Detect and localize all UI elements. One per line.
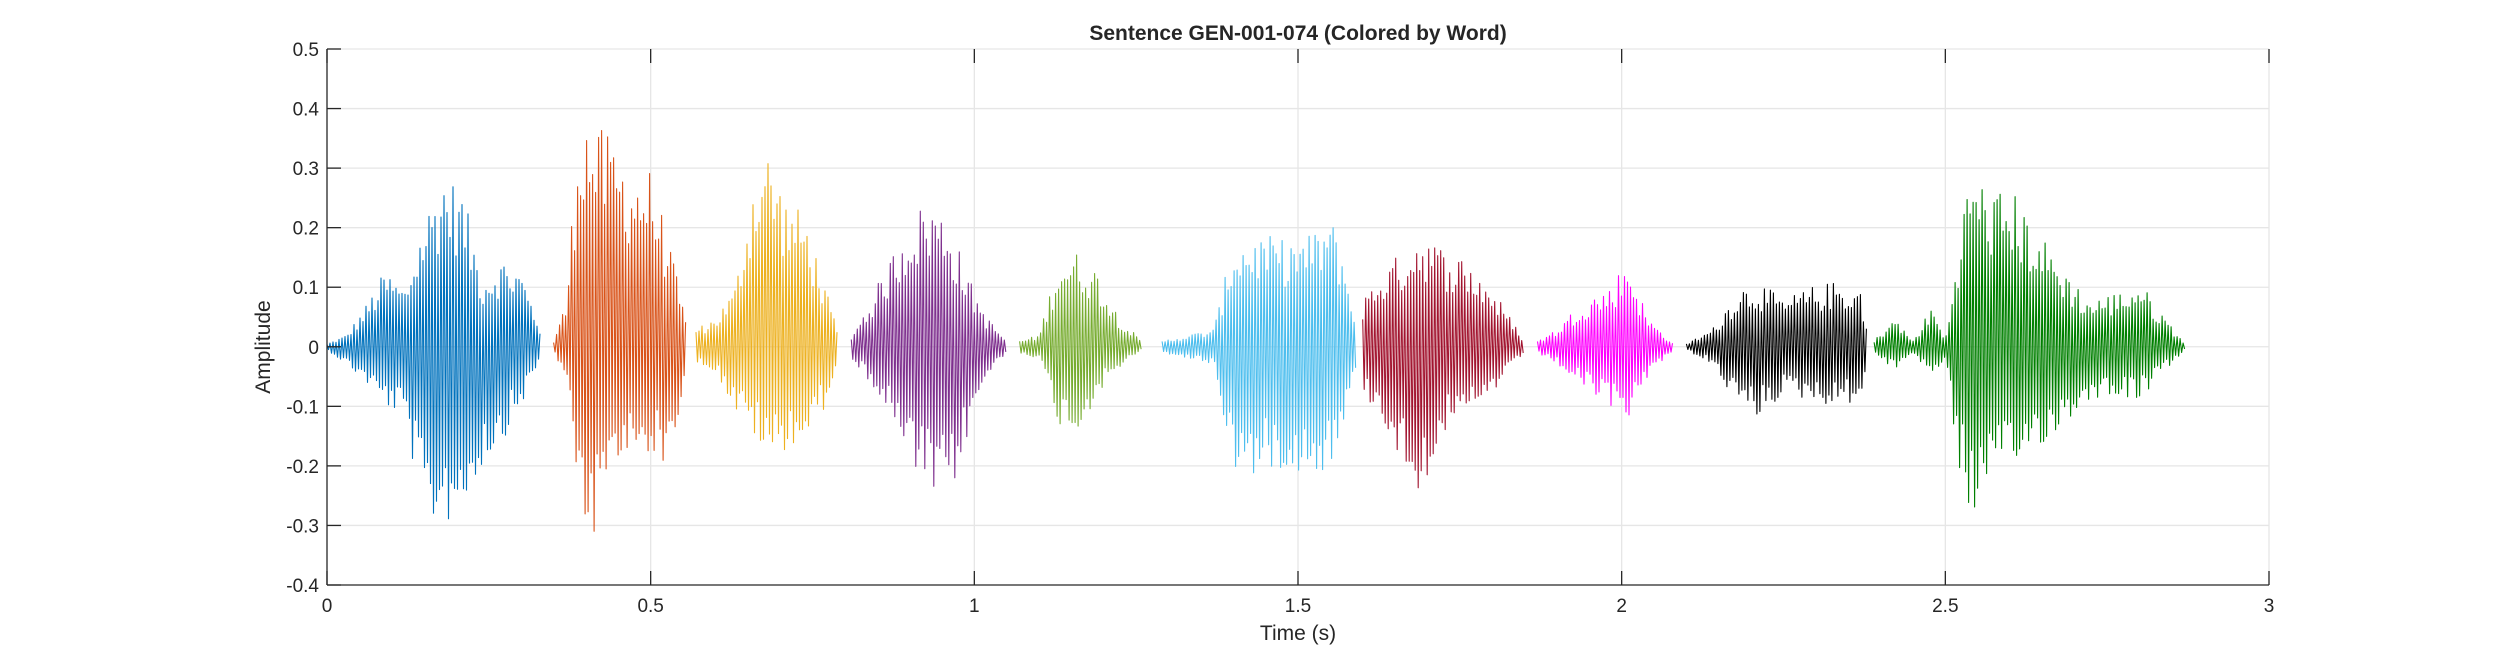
y-axis-ticks: -0.4 -0.3 -0.2 -0.1 0 0.1 0.2 0.3 0.4 0.5 (286, 40, 341, 597)
word-waveform-1 (326, 186, 541, 520)
y-tick-label: -0.4 (286, 576, 319, 597)
word-waveform-8 (1536, 275, 1674, 416)
grid-lines (327, 48, 2270, 585)
word-waveform-4 (850, 210, 1007, 487)
y-tick-label: -0.3 (286, 516, 319, 537)
x-tick-label: 3 (2264, 596, 2275, 617)
y-tick-label: 0 (308, 338, 319, 359)
x-tick-label: 1 (969, 596, 980, 617)
x-tick-label: 0 (322, 596, 333, 617)
x-axis-label: Time (s) (1260, 622, 1336, 645)
word-waveform-9 (1685, 282, 1867, 415)
chart-title: Sentence GEN-001-074 (Colored by Word) (1089, 22, 1506, 45)
y-tick-label: 0.2 (293, 219, 319, 240)
word-waveform-7 (1362, 247, 1524, 489)
word-waveform-2 (553, 129, 687, 532)
word-waveform-6 (1161, 227, 1357, 474)
word-waveform-10 (1873, 189, 2186, 508)
y-tick-label: 0.4 (293, 100, 320, 121)
word-waveform-3 (695, 163, 838, 451)
x-axis-ticks: 0 0.5 1 1.5 2 2.5 3 (322, 49, 2275, 617)
y-axis-label: Amplitude (252, 300, 275, 393)
waveform-series (326, 129, 2186, 532)
word-waveform-5 (1019, 254, 1142, 427)
y-tick-label: 0.1 (293, 278, 319, 299)
y-tick-label: -0.2 (286, 457, 319, 478)
x-tick-label: 0.5 (637, 596, 663, 617)
x-tick-label: 1.5 (1285, 596, 1311, 617)
x-tick-label: 2 (1616, 596, 1627, 617)
x-tick-label: 2.5 (1932, 596, 1958, 617)
y-tick-label: 0.5 (293, 40, 319, 61)
y-tick-label: 0.3 (293, 159, 319, 180)
y-tick-label: -0.1 (286, 397, 319, 418)
